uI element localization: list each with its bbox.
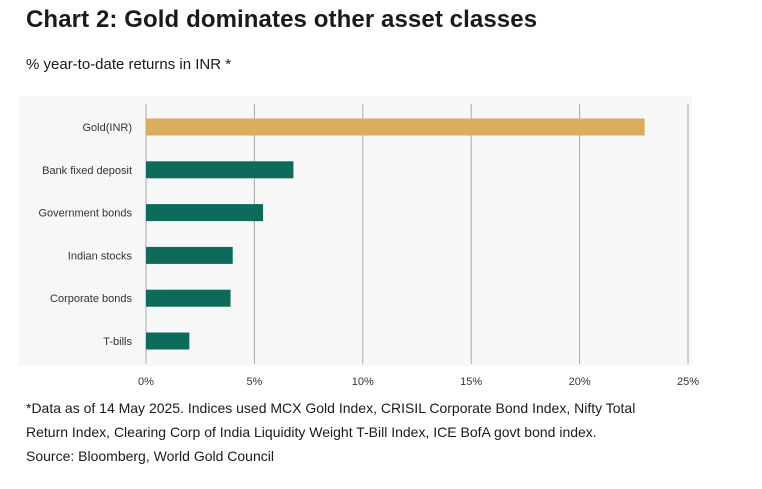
x-tick-label: 20% [569,376,591,388]
bar-chart: 0% 5% 10% 15% 20% 25% Gold(INR) Bank fixed depo… [38,104,699,388]
category-label: T-bills [103,336,132,348]
bar-indian-stocks [146,246,233,264]
x-tick-label: 0% [138,376,154,388]
category-label: Corporate bonds [50,293,132,305]
footnote-line-2: Return Index, Clearing Corp of India Liq… [26,424,597,440]
x-tick-label: 25% [677,376,699,388]
x-tick-label: 15% [460,376,482,388]
source-note: Source: Bloomberg, World Gold Council [26,448,274,464]
bar-gold-inr [146,118,645,136]
bar-government-bonds [146,204,264,222]
bar-bank-fixed-deposit [146,161,294,179]
x-tick-label: 10% [352,376,374,388]
bar-corporate-bonds [146,289,231,307]
category-label: Bank fixed deposit [42,165,132,177]
category-label: Indian stocks [68,250,133,262]
chart-subtitle: % year-to-date returns in INR * [26,56,232,73]
category-label: Government bonds [38,208,132,220]
x-tick-label: 5% [246,376,262,388]
chart-title: Chart 2: Gold dominates other asset clas… [26,6,538,33]
footnote-line-1: *Data as of 14 May 2025. Indices used MC… [26,400,636,416]
bar-t-bills [146,332,190,350]
category-label: Gold(INR) [82,122,132,134]
footnote: *Data as of 14 May 2025. Indices used MC… [26,396,746,468]
